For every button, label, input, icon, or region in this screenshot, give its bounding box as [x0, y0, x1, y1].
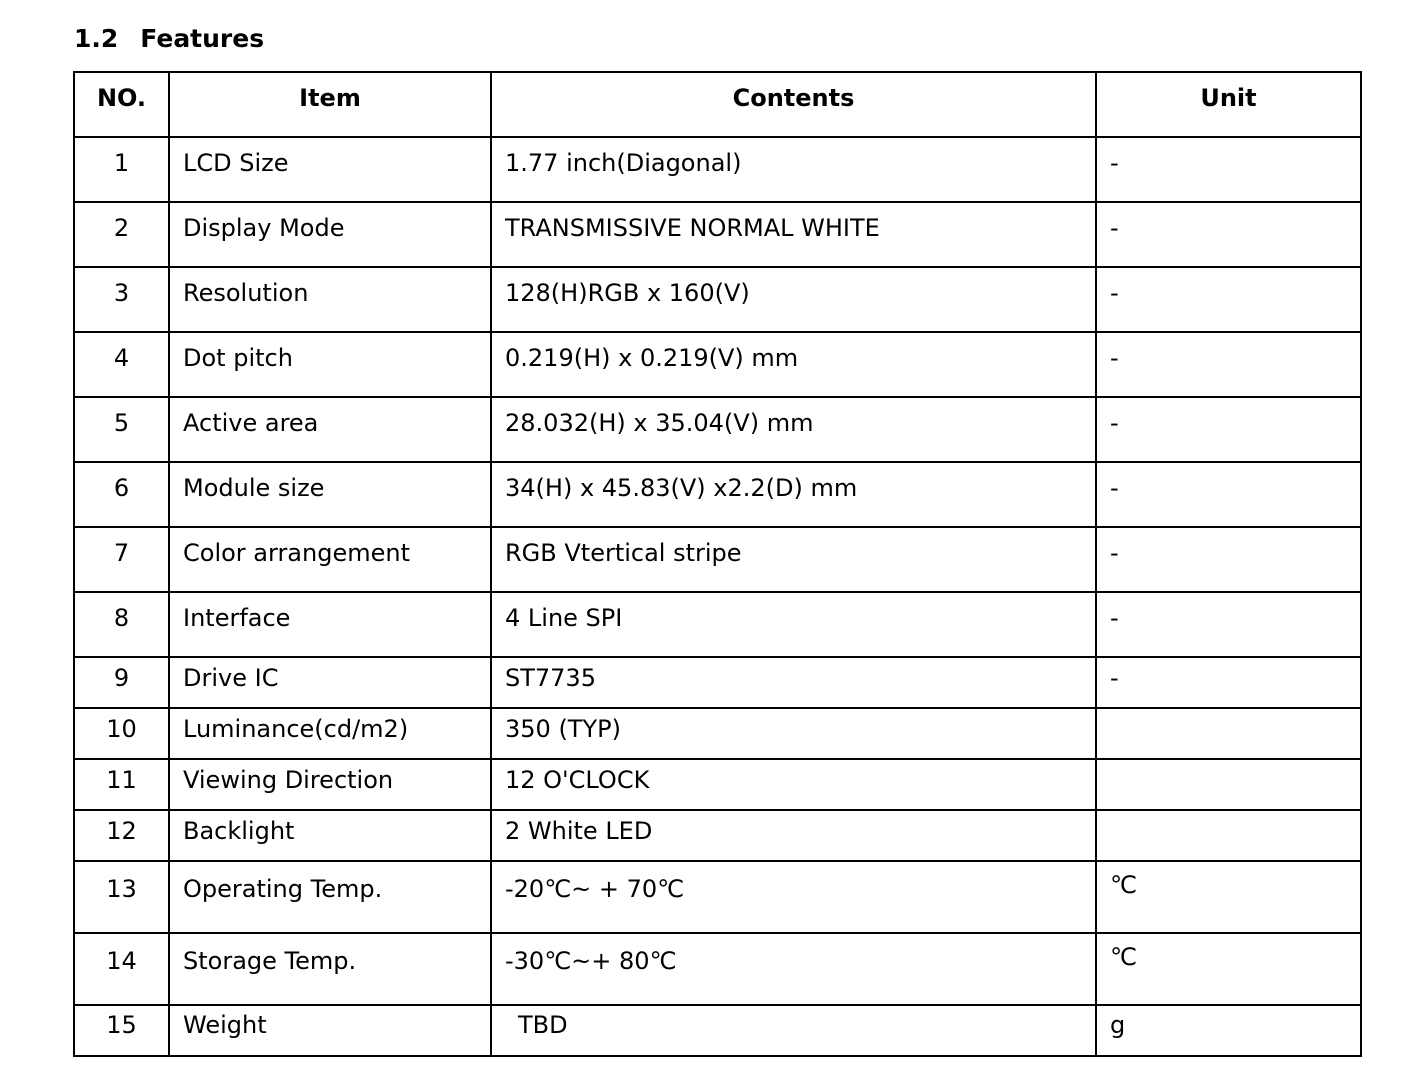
- cell-no: 7: [73, 526, 170, 593]
- table-row: 13 Operating Temp. -20℃~ + 70℃ ℃: [73, 860, 1362, 934]
- table-row: 6 Module size 34(H) x 45.83(V) x2.2(D) mm -: [73, 461, 1362, 528]
- header-unit: Unit: [1095, 71, 1362, 138]
- cell-contents: -20℃~ + 70℃: [490, 860, 1097, 934]
- cell-contents: 12 O'CLOCK: [490, 758, 1097, 811]
- table-row: 3 Resolution 128(H)RGB x 160(V) -: [73, 266, 1362, 333]
- cell-unit: g: [1095, 1004, 1362, 1057]
- cell-item: Display Mode: [168, 201, 492, 268]
- cell-unit: ℃: [1095, 860, 1362, 934]
- table-row: 10 Luminance(cd/m2) 350 (TYP): [73, 707, 1362, 760]
- features-table: NO. Item Contents Unit 1 LCD Size 1.77 inc…: [73, 71, 1362, 1057]
- cell-contents: 28.032(H) x 35.04(V) mm: [490, 396, 1097, 463]
- table-row: 2 Display Mode TRANSMISSIVE NORMAL WHITE -: [73, 201, 1362, 268]
- cell-contents: TBD: [490, 1004, 1097, 1057]
- table-row: 12 Backlight 2 White LED: [73, 809, 1362, 862]
- cell-contents: 2 White LED: [490, 809, 1097, 862]
- header-contents: Contents: [490, 71, 1097, 138]
- table-row: 11 Viewing Direction 12 O'CLOCK: [73, 758, 1362, 811]
- cell-item: Operating Temp.: [168, 860, 492, 934]
- cell-contents: RGB Vtertical stripe: [490, 526, 1097, 593]
- cell-no: 4: [73, 331, 170, 398]
- cell-contents: 4 Line SPI: [490, 591, 1097, 658]
- header-no: NO.: [73, 71, 170, 138]
- table-row: 14 Storage Temp. -30℃~+ 80℃ ℃: [73, 932, 1362, 1006]
- cell-no: 1: [73, 136, 170, 203]
- cell-item: Storage Temp.: [168, 932, 492, 1006]
- table-row: 15 Weight TBD g: [73, 1004, 1362, 1057]
- table-row: 9 Drive IC ST7735-: [73, 656, 1362, 709]
- table-row: 8 Interface 4 Line SPI -: [73, 591, 1362, 658]
- section-number: 1.2: [74, 24, 119, 53]
- cell-item: Viewing Direction: [168, 758, 492, 811]
- cell-no: 12: [73, 809, 170, 862]
- cell-no: 9: [73, 656, 170, 709]
- table-row: 7 Color arrangement RGB Vtertical stripe -: [73, 526, 1362, 593]
- cell-item: Module size: [168, 461, 492, 528]
- cell-no: 5: [73, 396, 170, 463]
- cell-contents: 34(H) x 45.83(V) x2.2(D) mm: [490, 461, 1097, 528]
- cell-item: LCD Size: [168, 136, 492, 203]
- cell-item: Interface: [168, 591, 492, 658]
- cell-item: Luminance(cd/m2): [168, 707, 492, 760]
- cell-no: 13: [73, 860, 170, 934]
- cell-unit: [1095, 707, 1362, 760]
- cell-contents: 128(H)RGB x 160(V): [490, 266, 1097, 333]
- table-header-row: NO. Item Contents Unit: [73, 71, 1362, 138]
- section-heading: 1.2 Features: [74, 24, 264, 53]
- cell-no: 2: [73, 201, 170, 268]
- cell-unit: -: [1095, 201, 1362, 268]
- cell-item: Weight: [168, 1004, 492, 1057]
- table-row: 1 LCD Size 1.77 inch(Diagonal) -: [73, 136, 1362, 203]
- cell-item: Color arrangement: [168, 526, 492, 593]
- cell-unit: [1095, 809, 1362, 862]
- cell-unit: -: [1095, 136, 1362, 203]
- cell-contents: 1.77 inch(Diagonal): [490, 136, 1097, 203]
- cell-unit: [1095, 758, 1362, 811]
- cell-unit: ℃: [1095, 932, 1362, 1006]
- cell-contents: -30℃~+ 80℃: [490, 932, 1097, 1006]
- cell-item: Resolution: [168, 266, 492, 333]
- table-row: 5 Active area 28.032(H) x 35.04(V) mm -: [73, 396, 1362, 463]
- cell-no: 6: [73, 461, 170, 528]
- cell-unit: -: [1095, 461, 1362, 528]
- cell-item: Drive IC: [168, 656, 492, 709]
- cell-contents: TRANSMISSIVE NORMAL WHITE: [490, 201, 1097, 268]
- cell-item: Backlight: [168, 809, 492, 862]
- cell-no: 15: [73, 1004, 170, 1057]
- cell-item: Active area: [168, 396, 492, 463]
- cell-no: 10: [73, 707, 170, 760]
- cell-unit: -: [1095, 526, 1362, 593]
- cell-contents: 350 (TYP): [490, 707, 1097, 760]
- cell-contents: ST7735: [490, 656, 1097, 709]
- cell-no: 14: [73, 932, 170, 1006]
- cell-contents: 0.219(H) x 0.219(V) mm: [490, 331, 1097, 398]
- cell-no: 8: [73, 591, 170, 658]
- cell-unit: -: [1095, 331, 1362, 398]
- cell-item: Dot pitch: [168, 331, 492, 398]
- header-item: Item: [168, 71, 492, 138]
- cell-no: 11: [73, 758, 170, 811]
- cell-unit: -: [1095, 591, 1362, 658]
- table-row: 4 Dot pitch 0.219(H) x 0.219(V) mm -: [73, 331, 1362, 398]
- cell-unit: -: [1095, 266, 1362, 333]
- section-title: Features: [140, 24, 265, 53]
- cell-unit: -: [1095, 396, 1362, 463]
- cell-no: 3: [73, 266, 170, 333]
- cell-unit: -: [1095, 656, 1362, 709]
